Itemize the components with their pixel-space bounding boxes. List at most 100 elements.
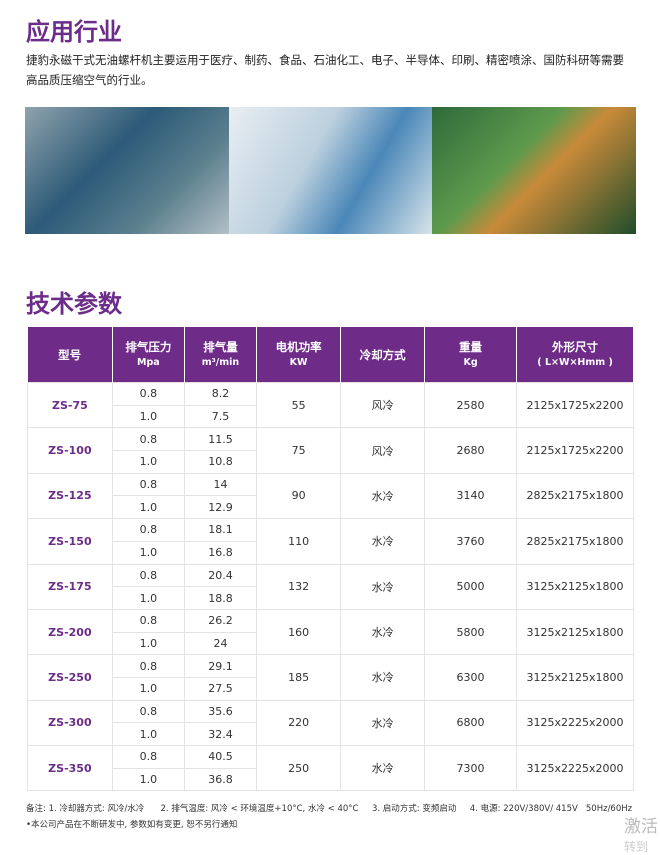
- flow-cell: 10.8: [183, 450, 258, 474]
- flow-cell: 32.4: [183, 722, 258, 746]
- pressure-cell: 1.0: [111, 450, 185, 474]
- pressure-cell: 0.8: [111, 472, 185, 497]
- flow-cell: 35.6: [183, 699, 258, 724]
- header-label: 排气量: [203, 339, 238, 354]
- cooling-cell: 水冷: [340, 563, 425, 610]
- power-cell: 185: [255, 654, 342, 701]
- column-header: 电机功率 KW: [256, 327, 342, 383]
- header-unit: KW: [289, 356, 308, 368]
- header-label: 外形尺寸: [552, 339, 599, 354]
- flow-cell: 26.2: [183, 608, 258, 633]
- header-label: 重量: [459, 339, 483, 354]
- pressure-cell: 1.0: [111, 540, 185, 565]
- weight-cell: 6800: [423, 699, 518, 747]
- pressure-cell: 0.8: [111, 427, 185, 452]
- flow-cell: 36.8: [183, 767, 258, 792]
- flow-cell: 7.5: [183, 404, 258, 429]
- pressure-cell: 1.0: [111, 767, 185, 792]
- table-row: 1.0 18.8: [28, 586, 634, 610]
- cooling-cell: 水冷: [340, 472, 425, 520]
- weight-cell: 2680: [423, 427, 518, 474]
- cooling-cell: 水冷: [340, 608, 425, 656]
- flow-cell: 12.9: [183, 495, 258, 520]
- cooling-cell: 风冷: [340, 427, 425, 474]
- column-header: 冷却方式: [340, 327, 425, 383]
- flow-cell: 18.8: [183, 586, 258, 610]
- spec-table: 型号 排气压力 Mpa 排气量 m³/min 电机功率 KW 冷却方式 重量 Kg 外形尺寸 ( L×…: [27, 327, 634, 792]
- dimensions-cell: 2825x2175x1800: [516, 472, 634, 520]
- column-header: 型号: [27, 327, 113, 383]
- medical-surgery-image: [25, 107, 229, 234]
- power-cell: 110: [255, 518, 342, 565]
- header-label: 排气压力: [125, 339, 172, 354]
- cooling-cell: 水冷: [340, 744, 425, 792]
- column-header: 外形尺寸 ( L×W×Hmm ): [516, 327, 634, 383]
- notes: 备注: 1. 冷却器方式: 风冷/水冷 2. 排气温度: 风冷 < 环境温度+1…: [26, 804, 633, 814]
- column-header: 排气量 m³/min: [184, 327, 258, 383]
- dimensions-cell: 3125x2125x1800: [516, 563, 634, 610]
- section-title-specs: 技术参数: [26, 290, 122, 318]
- column-header: 排气压力 Mpa: [112, 327, 185, 383]
- pressure-cell: 1.0: [111, 495, 185, 520]
- pressure-cell: 0.8: [111, 563, 185, 588]
- model-cell: ZS-100: [27, 427, 113, 474]
- header-unit: Mpa: [137, 356, 160, 368]
- table-row: ZS-75 0.8 8.2 55 风冷 2580 2125x1725x2200: [27, 381, 634, 429]
- pressure-cell: 1.0: [111, 404, 185, 429]
- dimensions-cell: 2825x2175x1800: [516, 518, 634, 565]
- dimensions-cell: 3125x2225x2000: [516, 699, 634, 747]
- power-cell: 132: [255, 563, 342, 610]
- model-cell: ZS-175: [27, 563, 113, 610]
- dimensions-cell: 3125x2125x1800: [516, 608, 634, 656]
- header-label: 型号: [58, 347, 82, 362]
- power-cell: 250: [255, 744, 342, 792]
- pressure-cell: 0.8: [111, 608, 185, 633]
- pressure-cell: 1.0: [111, 722, 185, 746]
- table-row: ZS-350 0.8 40.5 250 水冷 7300 3125x2225x2000: [27, 744, 634, 792]
- model-cell: ZS-75: [27, 381, 113, 429]
- cooling-cell: 水冷: [340, 654, 425, 701]
- model-cell: ZS-125: [27, 472, 113, 520]
- power-cell: 75: [255, 427, 342, 474]
- flow-cell: 8.2: [183, 382, 258, 406]
- lab-pharma-image: [228, 107, 433, 234]
- table-row: ZS-100 0.8 11.5 75 风冷 2680 2125x1725x2200: [27, 427, 634, 474]
- pressure-cell: 0.8: [111, 654, 185, 678]
- header-unit: m³/min: [201, 356, 240, 368]
- header-label: 电机功率: [275, 339, 322, 354]
- flow-cell: 14: [183, 472, 258, 497]
- dimensions-cell: 2125x1725x2200: [516, 381, 634, 429]
- model-cell: ZS-350: [27, 744, 113, 792]
- dimensions-cell: 3125x2225x2000: [516, 744, 634, 792]
- flow-cell: 20.4: [183, 563, 258, 588]
- pressure-cell: 0.8: [111, 745, 185, 769]
- flow-cell: 29.1: [183, 654, 258, 678]
- table-row: ZS-125 0.8 14 90 水冷 3140 2825x2175x1800: [27, 472, 634, 520]
- table-row: 1.0 36.8: [28, 767, 634, 792]
- power-cell: 55: [255, 381, 342, 429]
- weight-cell: 6300: [423, 654, 518, 701]
- weight-cell: 7300: [423, 744, 518, 792]
- flow-cell: 11.5: [183, 427, 258, 452]
- pressure-cell: 0.8: [111, 518, 185, 542]
- electronics-circuit-image: [432, 107, 637, 234]
- cooling-cell: 水冷: [340, 699, 425, 747]
- power-cell: 90: [255, 472, 342, 520]
- header-unit: ( L×W×Hmm ): [537, 356, 613, 368]
- table-row: 1.0 32.4: [28, 722, 634, 746]
- column-header: 重量 Kg: [424, 327, 518, 383]
- table-row: ZS-175 0.8 20.4 132 水冷 5000 3125x2125x1800: [27, 563, 634, 610]
- cooling-cell: 水冷: [340, 518, 425, 565]
- header-unit: Kg: [463, 356, 478, 368]
- table-row: ZS-300 0.8 35.6 220 水冷 6800 3125x2225x2000: [27, 699, 634, 747]
- pressure-cell: 1.0: [111, 586, 185, 610]
- flow-cell: 24: [183, 631, 258, 656]
- flow-cell: 16.8: [183, 540, 258, 565]
- cooling-cell: 风冷: [340, 381, 425, 429]
- applications-text: 捷豹永磁干式无油螺杆机主要运用于医疗、制药、食品、石油化工、电子、半导体、印刷、…: [26, 53, 624, 87]
- dimensions-cell: 2125x1725x2200: [516, 427, 634, 474]
- header-label: 冷却方式: [359, 347, 406, 362]
- weight-cell: 3140: [423, 472, 518, 520]
- pressure-cell: 1.0: [111, 631, 185, 656]
- watermark: 激活: [624, 817, 658, 837]
